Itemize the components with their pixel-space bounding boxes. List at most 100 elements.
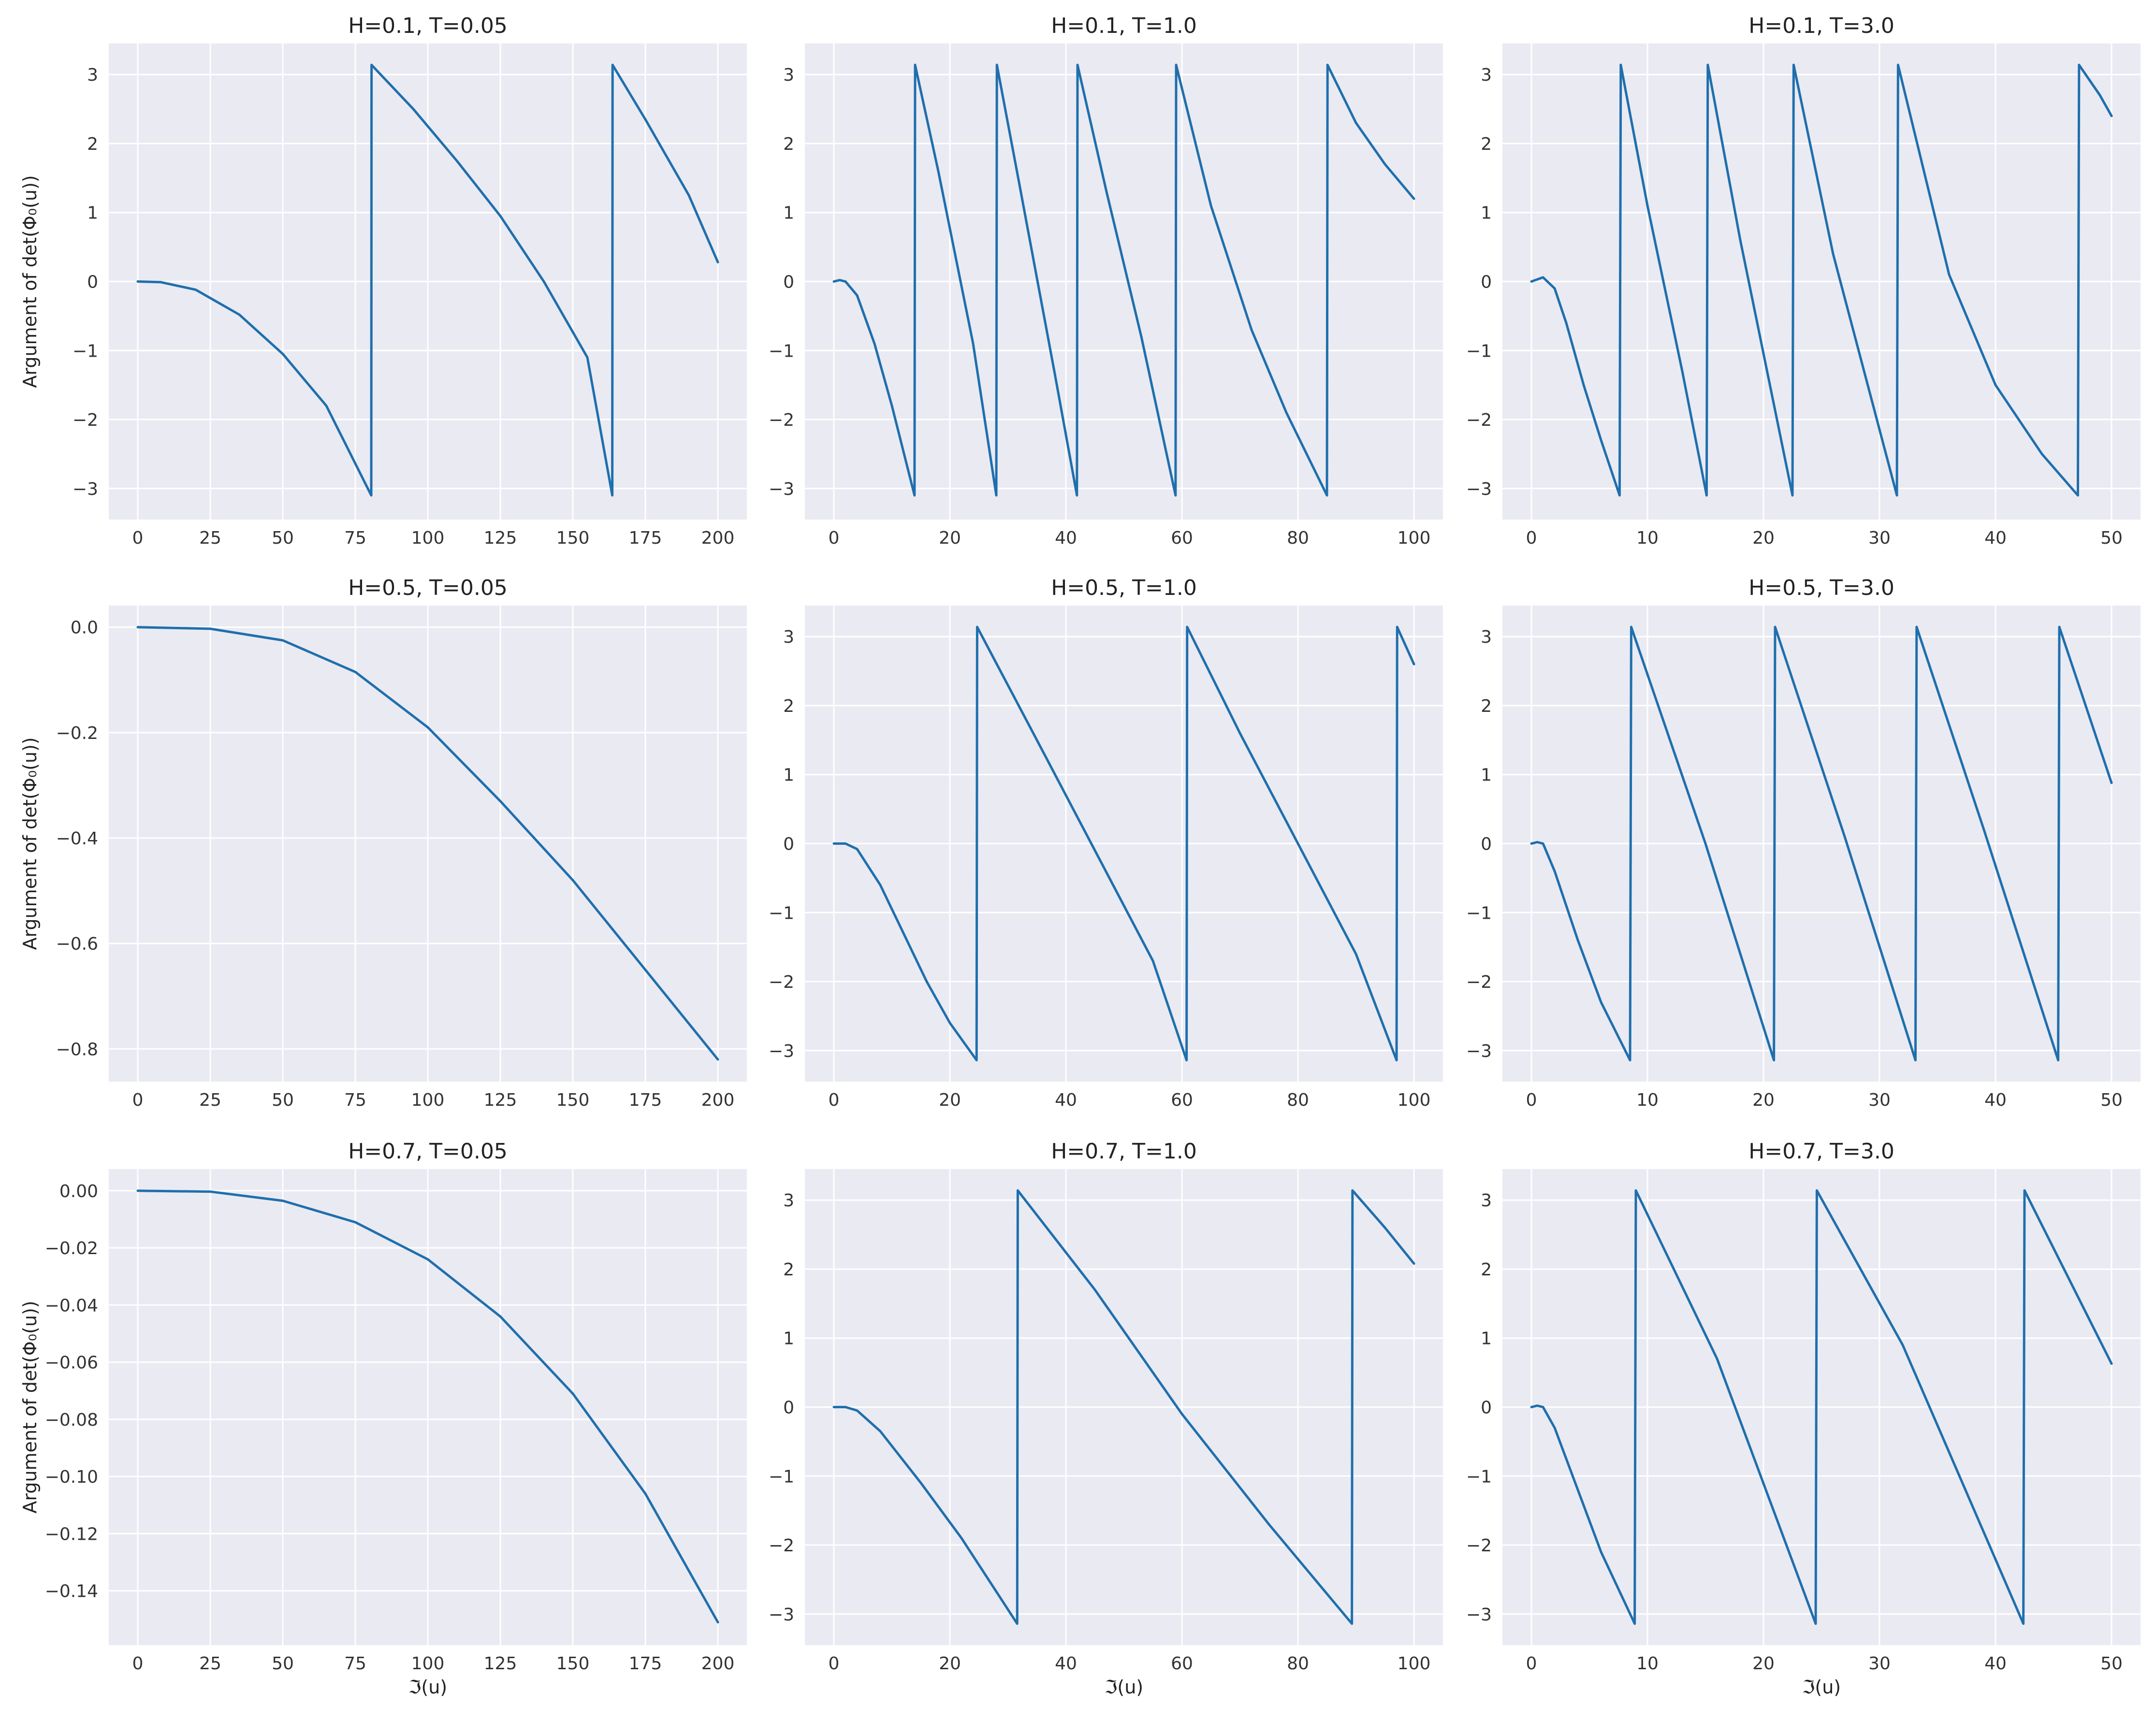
y-tick-label: −0.2	[56, 723, 98, 743]
x-tick-label: 125	[484, 528, 517, 548]
subplot-7: 0 25 50 75 100 125 150 175 200 0.00 −0.02 −0.04 −0.0…	[19, 1139, 747, 1698]
x-tick-label: 100	[411, 528, 445, 548]
x-tick-label: 60	[1171, 1654, 1193, 1674]
y-tick-label: −2	[1466, 1536, 1492, 1556]
series-line	[136, 1189, 719, 1624]
x-tick-label: 25	[199, 528, 221, 548]
x-tick-label: 150	[556, 528, 590, 548]
x-tick-label: 50	[2100, 1090, 2123, 1110]
x-tick-label: 20	[1752, 1654, 1775, 1674]
y-tick-label: 2	[1481, 134, 1492, 154]
x-tick-label: 0	[829, 528, 840, 548]
x-tick-label: 0	[829, 1654, 840, 1674]
y-tick-label: −3	[1466, 479, 1492, 499]
x-tick-label: 0	[132, 1090, 144, 1110]
x-tick-label: 40	[1055, 1090, 1077, 1110]
x-tick-label: 30	[1868, 528, 1891, 548]
x-tick-label: 40	[1984, 528, 2007, 548]
y-tick-label: 2	[783, 1260, 794, 1280]
x-tick-label: 175	[629, 1654, 662, 1674]
x-tick-label: 50	[2100, 1654, 2123, 1674]
y-tick-label: −3	[1466, 1041, 1492, 1061]
series-line	[136, 63, 719, 497]
x-tick-label: 200	[701, 528, 735, 548]
x-tick-label: 10	[1636, 1090, 1659, 1110]
y-tick-label: −1	[73, 341, 98, 361]
subplot-2: 0 20 40 60 80 100 3 2 1 0 −1 −2 −3 H=0.1, T=1.0	[769, 14, 1443, 548]
series-line	[136, 626, 719, 1061]
y-tick-label: −1	[769, 903, 794, 923]
series-line	[832, 63, 1415, 497]
y-tick-label: 1	[1481, 203, 1492, 223]
y-tick-label: −0.6	[56, 934, 98, 954]
y-tick-label: −2	[1466, 972, 1492, 992]
y-tick-label: −2	[769, 1536, 794, 1556]
x-tick-label: 175	[629, 1090, 662, 1110]
y-tick-label: 0	[1481, 273, 1492, 292]
subplot-title: H=0.1, T=1.0	[1051, 14, 1197, 38]
x-tick-label: 10	[1636, 1654, 1659, 1674]
y-tick-label: −0.10	[45, 1467, 98, 1487]
y-tick-label: −2	[769, 972, 794, 992]
series-line	[832, 625, 1415, 1062]
x-tick-label: 75	[344, 1654, 366, 1674]
x-tick-label: 25	[199, 1090, 221, 1110]
x-tick-label: 50	[272, 528, 294, 548]
y-tick-label: 0	[1481, 835, 1492, 854]
series-line	[1530, 1189, 2113, 1625]
y-tick-label: 0	[1481, 1398, 1492, 1418]
x-tick-label: 20	[939, 528, 961, 548]
x-tick-label: 60	[1171, 528, 1193, 548]
y-tick-label: 3	[1481, 1191, 1492, 1211]
x-tick-label: 100	[1398, 528, 1431, 548]
x-tick-label: 10	[1636, 528, 1659, 548]
y-axis-label: Argument of det(Φ₀(u))	[19, 1301, 41, 1513]
x-tick-label: 30	[1868, 1090, 1891, 1110]
y-tick-label: −2	[769, 410, 794, 430]
y-tick-label: 2	[1481, 696, 1492, 716]
x-tick-label: 20	[939, 1090, 961, 1110]
x-tick-label: 25	[199, 1654, 221, 1674]
x-tick-label: 125	[484, 1090, 517, 1110]
x-tick-label: 200	[701, 1654, 735, 1674]
y-tick-label: 1	[783, 203, 794, 223]
subplot-title: H=0.1, T=3.0	[1748, 14, 1894, 38]
x-tick-label: 75	[344, 1090, 366, 1110]
x-tick-label: 50	[272, 1090, 294, 1110]
x-tick-label: 80	[1287, 528, 1309, 548]
series-line	[832, 1189, 1415, 1625]
x-tick-label: 100	[1398, 1090, 1431, 1110]
subplot-4: 0 25 50 75 100 125 150 175 200 0.0 −0.2 −0.4 −0.6 −0.…	[19, 576, 747, 1110]
y-tick-label: 1	[1481, 766, 1492, 785]
x-axis-label: ℑ(u)	[1802, 1677, 1841, 1698]
y-tick-label: −0.8	[56, 1040, 98, 1059]
x-tick-label: 0	[132, 1654, 144, 1674]
subplot-title: H=0.1, T=0.05	[348, 14, 508, 38]
y-tick-label: −0.4	[56, 829, 98, 849]
x-tick-label: 0	[132, 528, 144, 548]
y-tick-label: 0	[783, 835, 794, 854]
x-tick-label: 100	[411, 1654, 445, 1674]
subplot-title: H=0.7, T=0.05	[348, 1139, 508, 1164]
x-axis-label: ℑ(u)	[1105, 1677, 1143, 1698]
x-tick-label: 50	[2100, 528, 2123, 548]
x-tick-label: 0	[829, 1090, 840, 1110]
y-tick-label: −3	[769, 1041, 794, 1061]
x-tick-label: 125	[484, 1654, 517, 1674]
x-tick-label: 40	[1055, 1654, 1077, 1674]
subplot-title: H=0.7, T=3.0	[1748, 1139, 1894, 1164]
x-tick-label: 0	[1526, 1654, 1537, 1674]
x-tick-label: 200	[701, 1090, 735, 1110]
y-tick-label: −2	[1466, 410, 1492, 430]
y-tick-label: −3	[769, 479, 794, 499]
y-tick-label: −3	[1466, 1605, 1492, 1625]
y-tick-label: −3	[769, 1605, 794, 1625]
y-tick-label: −2	[73, 410, 98, 430]
series-line	[1530, 625, 2113, 1062]
y-tick-label: −0.04	[45, 1296, 98, 1315]
x-tick-label: 100	[411, 1090, 445, 1110]
subplot-title: H=0.5, T=1.0	[1051, 576, 1197, 600]
x-tick-label: 150	[556, 1654, 590, 1674]
